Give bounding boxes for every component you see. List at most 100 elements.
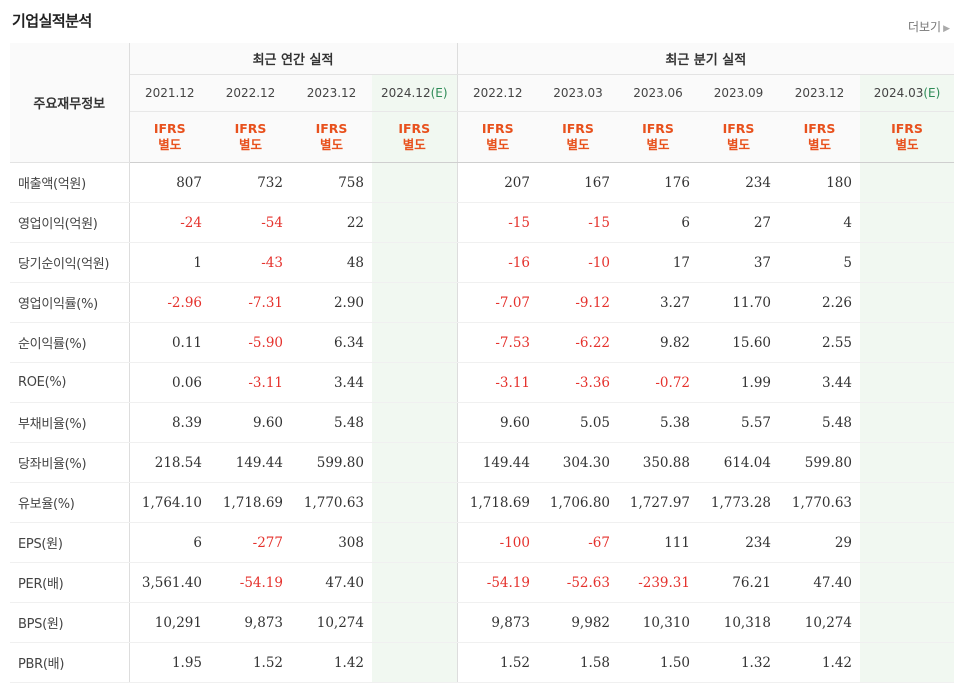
period-date: 2024.03 xyxy=(873,86,924,100)
value-cell: -15 xyxy=(457,202,538,243)
row-label: 영업이익(억원) xyxy=(10,202,130,243)
accounting-basis: IFRS 별도 xyxy=(779,111,860,163)
value-cell: 2.26 xyxy=(779,282,860,323)
value-cell xyxy=(860,242,955,283)
accounting-basis: IFRS 별도 xyxy=(210,111,291,163)
period-header: 2023.12 xyxy=(779,74,860,112)
value-cell: 10,291 xyxy=(129,602,210,643)
value-cell: 807 xyxy=(129,162,210,203)
value-cell: 6.34 xyxy=(291,322,372,363)
estimate-mark: (E) xyxy=(923,86,941,100)
period-header: 2024.03(E) xyxy=(860,74,955,112)
period-date: 2023.12 xyxy=(306,86,357,100)
value-cell xyxy=(372,562,458,603)
value-cell: 11.70 xyxy=(698,282,779,323)
accounting-basis: IFRS 별도 xyxy=(698,111,779,163)
period-header: 2022.12 xyxy=(457,74,538,112)
value-cell: 234 xyxy=(698,162,779,203)
value-cell: 1,770.63 xyxy=(779,482,860,523)
basis-standard: IFRS xyxy=(562,121,594,136)
financial-table: 주요재무정보 최근 연간 실적 최근 분기 실적 2021.12 2022.12 2… xyxy=(10,43,955,683)
value-cell: -24 xyxy=(129,202,210,243)
accounting-basis: IFRS 별도 xyxy=(618,111,698,163)
more-link[interactable]: 더보기 ▶ xyxy=(908,18,950,35)
value-cell xyxy=(372,642,458,683)
row-label: 당기순이익(억원) xyxy=(10,242,130,283)
value-cell xyxy=(860,642,955,683)
period-header: 2023.12 xyxy=(291,74,372,112)
value-cell: 10,274 xyxy=(779,602,860,643)
value-cell: 2.90 xyxy=(291,282,372,323)
period-header: 2023.09 xyxy=(698,74,779,112)
value-cell: 9,873 xyxy=(210,602,291,643)
value-cell: 1.99 xyxy=(698,362,779,403)
value-cell: -2.96 xyxy=(129,282,210,323)
value-cell: 10,310 xyxy=(618,602,698,643)
value-cell: 48 xyxy=(291,242,372,283)
value-cell: 1.32 xyxy=(698,642,779,683)
value-cell: 1.95 xyxy=(129,642,210,683)
value-cell: 9.82 xyxy=(618,322,698,363)
value-cell xyxy=(860,562,955,603)
value-cell: 1.42 xyxy=(291,642,372,683)
value-cell: 599.80 xyxy=(779,442,860,483)
basis-type: 별도 xyxy=(807,137,831,152)
value-cell: 3.27 xyxy=(618,282,698,323)
value-cell: -67 xyxy=(538,522,618,563)
basis-standard: IFRS xyxy=(803,121,836,136)
basis-standard: IFRS xyxy=(398,121,431,136)
accounting-basis: IFRS 별도 xyxy=(538,111,618,163)
group-header-row: 주요재무정보 최근 연간 실적 최근 분기 실적 xyxy=(10,43,955,163)
table-row: 부채비율(%) 8.39 9.60 5.48 9.60 5.05 5.38 5.57 5.48 xyxy=(10,402,955,443)
value-cell: 4 xyxy=(779,202,860,243)
value-cell: -3.36 xyxy=(538,362,618,403)
period-header: 2022.12 xyxy=(210,74,291,112)
value-cell xyxy=(372,322,458,363)
table-body: 매출액(억원) 807 732 758 207 167 176 234 180 영업이익(억원) -… xyxy=(10,162,955,683)
table-row: 순이익률(%) 0.11 -5.90 6.34 -7.53 -6.22 9.82 15.60 2… xyxy=(10,322,955,363)
row-label: 영업이익률(%) xyxy=(10,282,130,323)
value-cell: 76.21 xyxy=(698,562,779,603)
value-cell: 2.55 xyxy=(779,322,860,363)
period-date: 2024.12 xyxy=(380,86,431,100)
accounting-basis: IFRS 별도 xyxy=(291,111,372,163)
period-date: 2023.09 xyxy=(713,86,764,100)
chevron-right-icon: ▶ xyxy=(943,24,950,34)
value-cell: 5.57 xyxy=(698,402,779,443)
value-cell: -6.22 xyxy=(538,322,618,363)
value-cell: 111 xyxy=(618,522,698,563)
annual-group-header: 최근 연간 실적 xyxy=(129,43,458,75)
value-cell: 1 xyxy=(129,242,210,283)
table-row: EPS(원) 6 -277 308 -100 -67 111 234 29 xyxy=(10,522,955,563)
value-cell xyxy=(372,522,458,563)
value-cell: 149.44 xyxy=(210,442,291,483)
value-cell xyxy=(860,322,955,363)
value-cell xyxy=(860,162,955,203)
table-row: PBR(배) 1.95 1.52 1.42 1.52 1.58 1.50 1.32 1.42 xyxy=(10,642,955,683)
value-cell: 27 xyxy=(698,202,779,243)
value-cell: -239.31 xyxy=(618,562,698,603)
value-cell: 350.88 xyxy=(618,442,698,483)
value-cell: 1,706.80 xyxy=(538,482,618,523)
value-cell: 47.40 xyxy=(291,562,372,603)
value-cell: -10 xyxy=(538,242,618,283)
value-cell: 1.52 xyxy=(210,642,291,683)
value-cell: 5.05 xyxy=(538,402,618,443)
value-cell: -5.90 xyxy=(210,322,291,363)
period-date: 2022.12 xyxy=(472,86,523,100)
value-cell xyxy=(372,442,458,483)
period-header: 2024.12(E) xyxy=(372,74,458,112)
table-row: 영업이익(억원) -24 -54 22 -15 -15 6 27 4 xyxy=(10,202,955,243)
row-label: 매출액(억원) xyxy=(10,162,130,203)
basis-standard: IFRS xyxy=(642,121,674,136)
value-cell xyxy=(372,202,458,243)
value-cell: 3.44 xyxy=(291,362,372,403)
value-cell: 37 xyxy=(698,242,779,283)
period-date: 2022.12 xyxy=(225,86,276,100)
basis-type: 별도 xyxy=(895,137,919,152)
estimate-mark: (E) xyxy=(430,86,448,100)
value-cell: -277 xyxy=(210,522,291,563)
value-cell xyxy=(372,402,458,443)
value-cell: 732 xyxy=(210,162,291,203)
